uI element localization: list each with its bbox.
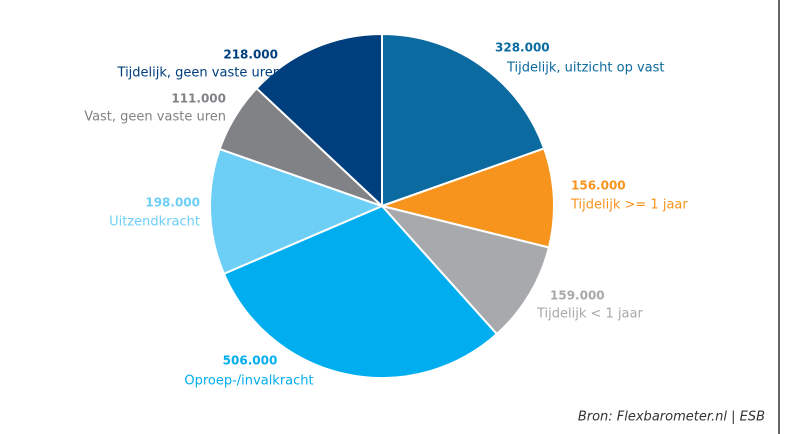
value-label: 218.000 [223,48,278,62]
value-label: 328.000 [495,41,550,55]
value-label: 198.000 [145,196,200,210]
pie-slice [222,204,499,379]
pie-slice [209,147,385,276]
value-label: 506.000 [223,354,278,368]
pie-slice [379,204,551,336]
slice-label: Tijdelijk < 1 jaar [536,307,643,322]
source: Bron: Flexbarometer.nl | ESB [578,410,765,425]
pie-slice [255,32,383,209]
slice-label: Tijdelijk, uitzicht op vast [506,61,665,76]
value-label: 156.000 [571,179,626,193]
slice-label: Uitzendkracht [109,215,200,230]
pie-slice [381,32,546,208]
slice-label: Tijdelijk, geen vaste uren [117,66,281,81]
slice-label: Oproep-/invalkracht [184,374,313,389]
value-label: 159.000 [550,289,605,303]
pie-slice [378,147,555,249]
slice-label: Tijdelijk >= 1 jaar [570,198,688,213]
value-label: 111.000 [171,92,226,106]
slice-label: Vast, geen vaste uren [84,110,226,125]
